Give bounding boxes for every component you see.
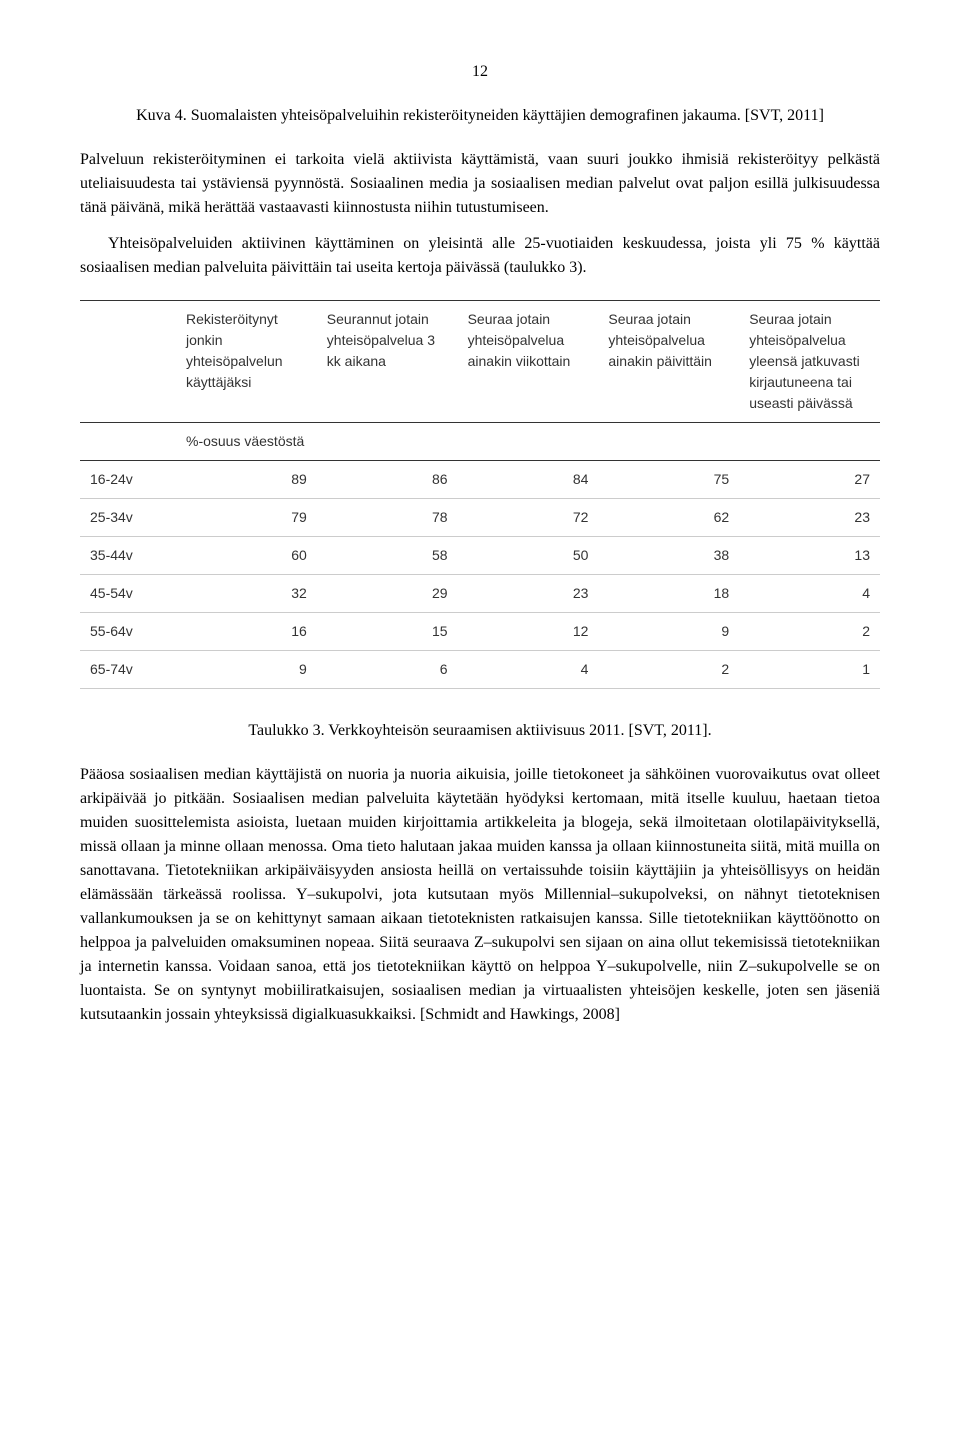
table-column-header (80, 301, 176, 423)
table-cell: 62 (598, 499, 739, 537)
table-cell: 6 (317, 651, 458, 689)
table-cell: 4 (458, 651, 599, 689)
table-row-label: 45-54v (80, 575, 176, 613)
table-cell: 2 (598, 651, 739, 689)
table-cell: 23 (739, 499, 880, 537)
table-cell (80, 423, 176, 461)
table-row-label: 35-44v (80, 537, 176, 575)
table-column-header: Seuraa jotain yhteisöpalvelua yleensä ja… (739, 301, 880, 423)
paragraph-3: Pääosa sosiaalisen median käyttäjistä on… (80, 763, 880, 1027)
table-cell: 60 (176, 537, 317, 575)
table-cell: 9 (176, 651, 317, 689)
table-cell: 78 (317, 499, 458, 537)
page-number: 12 (80, 60, 880, 84)
table-row: 25-34v7978726223 (80, 499, 880, 537)
table-cell: 29 (317, 575, 458, 613)
table-cell: 32 (176, 575, 317, 613)
table-caption: Taulukko 3. Verkkoyhteisön seuraamisen a… (80, 719, 880, 743)
table-cell: 79 (176, 499, 317, 537)
table-row: 35-44v6058503813 (80, 537, 880, 575)
table-cell: 18 (598, 575, 739, 613)
table-row: 55-64v16151292 (80, 613, 880, 651)
table-header-row: Rekisteröitynyt jonkin yhteisöpalvelun k… (80, 301, 880, 423)
table-cell: 16 (176, 613, 317, 651)
table-cell: 86 (317, 461, 458, 499)
table-cell: 75 (598, 461, 739, 499)
table-row: 45-54v322923184 (80, 575, 880, 613)
table-cell: 9 (598, 613, 739, 651)
table-cell: 4 (739, 575, 880, 613)
table-row-label: 65-74v (80, 651, 176, 689)
table-column-header: Seuraa jotain yhteisöpalvelua ainakin pä… (598, 301, 739, 423)
table-cell: 15 (317, 613, 458, 651)
table-row: 16-24v8986847527 (80, 461, 880, 499)
table-cell: 38 (598, 537, 739, 575)
table-cell: 84 (458, 461, 599, 499)
paragraph-2: Yhteisöpalveluiden aktiivinen käyttämine… (80, 232, 880, 280)
table-cell: 1 (739, 651, 880, 689)
figure-caption: Kuva 4. Suomalaisten yhteisöpalveluihin … (80, 104, 880, 128)
table-column-header: Seuraa jotain yhteisöpalvelua ainakin vi… (458, 301, 599, 423)
table-subheader: %-osuus väestöstä (176, 423, 880, 461)
table-cell: 23 (458, 575, 599, 613)
table-row-label: 25-34v (80, 499, 176, 537)
table-subheader-row: %-osuus väestöstä (80, 423, 880, 461)
table-cell: 89 (176, 461, 317, 499)
table-cell: 13 (739, 537, 880, 575)
table-cell: 12 (458, 613, 599, 651)
table-cell: 2 (739, 613, 880, 651)
table-column-header: Seurannut jotain yhteisöpalvelua 3 kk ai… (317, 301, 458, 423)
table-column-header: Rekisteröitynyt jonkin yhteisöpalvelun k… (176, 301, 317, 423)
table-row: 65-74v96421 (80, 651, 880, 689)
table-row-label: 16-24v (80, 461, 176, 499)
table-cell: 27 (739, 461, 880, 499)
table-row-label: 55-64v (80, 613, 176, 651)
table-cell: 72 (458, 499, 599, 537)
table-cell: 50 (458, 537, 599, 575)
paragraph-1: Palveluun rekisteröityminen ei tarkoita … (80, 148, 880, 220)
table-cell: 58 (317, 537, 458, 575)
data-table: Rekisteröitynyt jonkin yhteisöpalvelun k… (80, 300, 880, 689)
